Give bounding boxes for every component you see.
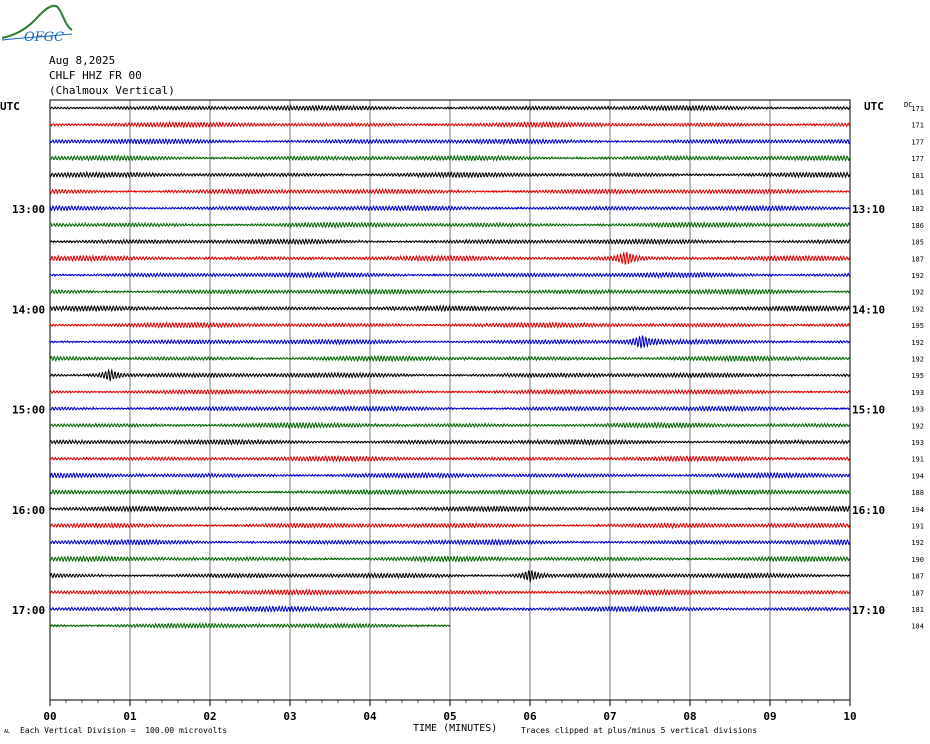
x-tick-label: 09	[763, 710, 776, 723]
right-time-label: 16:10	[852, 504, 885, 517]
left-time-label: 15:00	[12, 404, 45, 417]
left-time-label: 13:00	[12, 203, 45, 216]
x-tick-label: 04	[363, 710, 377, 723]
right-time-label: 17:10	[852, 604, 885, 617]
trace-line	[49, 304, 851, 313]
trace-line	[49, 471, 851, 479]
dc-offset-label: 194	[911, 472, 924, 480]
dc-offset-label: 195	[911, 322, 924, 330]
left-utc-title: UTC	[0, 100, 20, 113]
dc-offset-label: 182	[911, 205, 924, 213]
trace-line	[49, 204, 851, 213]
dc-offset-label: 192	[911, 339, 924, 347]
trace-line	[49, 488, 851, 496]
dc-offset-label: 188	[911, 489, 924, 497]
dc-offset-label: 181	[911, 606, 924, 614]
dc-offset-label: 181	[911, 172, 924, 180]
station-location: (Chalmoux Vertical)	[49, 84, 175, 97]
trace-line	[49, 137, 851, 146]
x-tick-label: 07	[603, 710, 616, 723]
trace-line	[49, 538, 851, 546]
trace-line	[49, 104, 851, 112]
trace-line	[49, 421, 851, 430]
trace-line	[49, 238, 851, 246]
dc-title: DC	[904, 101, 912, 109]
logo-text: OFGC	[24, 30, 64, 45]
right-time-label: 15:10	[852, 404, 885, 417]
dc-offset-label: 193	[911, 439, 924, 447]
dc-offset-label: 187	[911, 573, 924, 581]
dc-offset-label: 191	[911, 523, 924, 531]
dc-offset-label: 192	[911, 272, 924, 280]
dc-offset-label: 193	[911, 406, 924, 414]
trace-line	[49, 271, 851, 280]
right-time-label: 13:10	[852, 203, 885, 216]
dc-offset-label: 184	[911, 623, 924, 631]
scale-note: Each Vertical Division = 100.00 microvol…	[20, 726, 228, 735]
ofgc-logo-icon: OFGC	[1, 4, 73, 45]
dc-offset-label: 192	[911, 305, 924, 313]
x-tick-label: 03	[283, 710, 296, 723]
trace-line	[50, 604, 851, 613]
x-tick-label: 02	[203, 710, 216, 723]
trace-line	[49, 438, 851, 446]
dc-offset-label: 192	[911, 289, 924, 297]
trace-line	[49, 354, 851, 363]
record-date: Aug 8,2025	[49, 54, 116, 67]
trace-line	[49, 120, 851, 129]
x-axis-title: TIME (MINUTES)	[413, 723, 498, 734]
trace-line	[49, 504, 851, 513]
dc-offset-label: 191	[911, 456, 924, 464]
trace-line	[49, 622, 451, 630]
dc-offset-label: 187	[911, 255, 924, 263]
trace-line	[49, 220, 851, 230]
station-id: CHLF HHZ FR 00	[49, 69, 142, 82]
dc-offset-label: 190	[911, 556, 924, 564]
dc-offset-label: 195	[911, 372, 924, 380]
dc-offset-label: 181	[911, 189, 924, 197]
left-time-label: 16:00	[12, 504, 45, 517]
trace-line	[49, 334, 851, 349]
x-tick-label: 06	[523, 710, 537, 723]
trace-line	[49, 368, 851, 383]
x-tick-label: 08	[683, 710, 696, 723]
trace-line	[49, 569, 851, 584]
dc-offset-label: 187	[911, 589, 924, 597]
x-tick-label: 01	[123, 710, 137, 723]
dc-offset-label: 193	[911, 389, 924, 397]
x-tick-label: 00	[43, 710, 56, 723]
trace-line	[49, 521, 851, 530]
right-utc-title: UTC	[864, 100, 884, 113]
dc-offset-label: 185	[911, 239, 924, 247]
trace-line	[49, 287, 851, 296]
dc-offset-label: 192	[911, 422, 924, 430]
dc-offset-label: 192	[911, 539, 924, 547]
left-time-label: 14:00	[12, 303, 45, 316]
x-tick-label: 05	[443, 710, 456, 723]
trace-line	[49, 588, 851, 597]
dc-offset-label: 192	[911, 356, 924, 364]
trace-line	[49, 251, 851, 265]
dc-offset-label: 177	[911, 155, 924, 163]
dc-offset-label: 171	[911, 122, 924, 130]
trace-line	[49, 554, 851, 564]
trace-line	[49, 321, 851, 329]
trace-line	[49, 154, 851, 162]
trace-line	[49, 170, 851, 179]
dc-offset-label: 171	[911, 105, 924, 113]
corner-mark: AL	[4, 729, 11, 735]
dc-offset-label: 194	[911, 506, 924, 514]
x-tick-label: 10	[843, 710, 856, 723]
trace-line	[49, 404, 851, 412]
trace-line	[49, 454, 851, 463]
dc-offset-label: 177	[911, 138, 924, 146]
trace-line	[49, 187, 851, 196]
right-time-label: 14:10	[852, 303, 885, 316]
dc-offset-label: 186	[911, 222, 924, 230]
clip-note: Traces clipped at plus/minus 5 vertical …	[521, 726, 758, 735]
trace-line	[49, 388, 851, 396]
left-time-label: 17:00	[12, 604, 45, 617]
